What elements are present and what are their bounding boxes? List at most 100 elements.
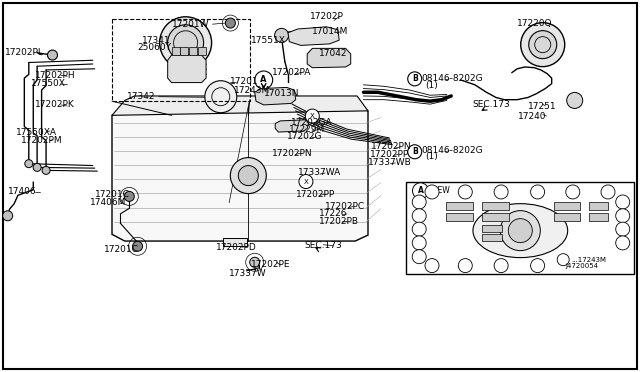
Text: SEC.173: SEC.173 (304, 241, 342, 250)
Text: 17342: 17342 (127, 92, 156, 101)
Text: ...17243M: ...17243M (572, 257, 607, 263)
Polygon shape (307, 48, 351, 68)
Ellipse shape (473, 204, 568, 257)
Text: (1): (1) (426, 153, 438, 161)
Text: VIEW: VIEW (431, 186, 451, 195)
Polygon shape (112, 96, 368, 115)
Bar (589, 202, 608, 210)
Circle shape (412, 183, 429, 199)
Circle shape (601, 185, 615, 199)
Circle shape (168, 25, 204, 61)
Circle shape (557, 254, 569, 266)
Circle shape (521, 23, 564, 67)
Text: 17202PB: 17202PB (319, 217, 358, 226)
Circle shape (412, 250, 426, 264)
Text: 17243M: 17243M (234, 86, 270, 94)
Bar (406, 182, 634, 274)
Text: 17201W: 17201W (172, 20, 209, 29)
Text: 08146-8202G: 08146-8202G (421, 146, 483, 155)
Polygon shape (112, 106, 368, 241)
Circle shape (616, 236, 630, 250)
Text: 17202G: 17202G (287, 132, 322, 141)
Text: 17337WB: 17337WB (368, 158, 412, 167)
Text: SEC.173: SEC.173 (472, 100, 510, 109)
Text: 25060Y: 25060Y (138, 43, 172, 52)
Circle shape (616, 222, 630, 236)
Bar (554, 213, 580, 221)
Text: 17013N: 17013N (264, 89, 299, 97)
Bar (446, 202, 473, 210)
Circle shape (124, 192, 134, 201)
Bar (223, 238, 247, 246)
Text: 17202PN: 17202PN (371, 142, 412, 151)
Circle shape (412, 222, 426, 236)
Text: 17406M: 17406M (90, 198, 126, 207)
Text: 17226: 17226 (319, 209, 348, 218)
Polygon shape (168, 55, 206, 83)
Text: B: B (412, 74, 417, 83)
Polygon shape (275, 120, 308, 132)
Circle shape (529, 31, 557, 59)
Circle shape (33, 163, 41, 171)
Circle shape (47, 50, 58, 60)
Circle shape (250, 257, 260, 267)
Circle shape (616, 195, 630, 209)
Circle shape (238, 166, 259, 186)
Circle shape (412, 195, 426, 209)
Text: J4720054: J4720054 (565, 263, 598, 269)
Bar (189, 47, 197, 55)
Text: 17202PC: 17202PC (325, 202, 365, 211)
Text: A: A (260, 76, 267, 84)
Text: 17220Q: 17220Q (517, 19, 552, 28)
Circle shape (275, 28, 289, 42)
Bar (554, 202, 580, 210)
Circle shape (230, 158, 266, 193)
Circle shape (494, 259, 508, 273)
Bar (172, 47, 180, 55)
Circle shape (408, 145, 422, 159)
Text: 17202P: 17202P (310, 12, 344, 21)
Circle shape (567, 92, 582, 109)
Text: 08146-8202G: 08146-8202G (421, 74, 483, 83)
Polygon shape (255, 87, 296, 105)
Bar (446, 213, 473, 221)
Circle shape (566, 185, 580, 199)
Circle shape (531, 259, 545, 273)
Bar (482, 213, 509, 221)
Text: 17202PK: 17202PK (35, 100, 75, 109)
Text: 17251: 17251 (528, 102, 557, 110)
Text: 17240: 17240 (518, 112, 547, 121)
Text: X: X (310, 113, 315, 119)
Circle shape (159, 17, 212, 69)
Text: 17202PP: 17202PP (370, 150, 409, 159)
Circle shape (255, 71, 273, 89)
Text: (1): (1) (426, 81, 438, 90)
Text: 17202PN: 17202PN (272, 149, 312, 158)
Circle shape (408, 72, 422, 86)
Circle shape (205, 81, 237, 113)
Text: 17202PE: 17202PE (251, 260, 291, 269)
Text: 17341: 17341 (142, 36, 171, 45)
Circle shape (25, 160, 33, 168)
Bar (482, 202, 509, 210)
Text: 17337W: 17337W (229, 269, 267, 278)
Bar (482, 234, 502, 241)
Circle shape (458, 185, 472, 199)
Text: 17201C: 17201C (95, 190, 129, 199)
Text: 17202PA: 17202PA (272, 68, 312, 77)
Circle shape (458, 259, 472, 273)
Polygon shape (288, 27, 339, 45)
Text: 17202PL: 17202PL (5, 48, 44, 57)
Circle shape (225, 18, 236, 28)
Text: 17406: 17406 (8, 187, 36, 196)
Text: 17550X: 17550X (31, 79, 65, 88)
Circle shape (132, 241, 143, 251)
Text: 17201: 17201 (230, 77, 259, 86)
Text: 17202GA: 17202GA (291, 118, 333, 126)
Circle shape (42, 166, 50, 174)
Bar (198, 47, 207, 55)
Circle shape (425, 259, 439, 273)
Text: 17201C: 17201C (104, 245, 138, 254)
Text: 17202PM: 17202PM (20, 136, 62, 145)
Circle shape (412, 209, 426, 223)
